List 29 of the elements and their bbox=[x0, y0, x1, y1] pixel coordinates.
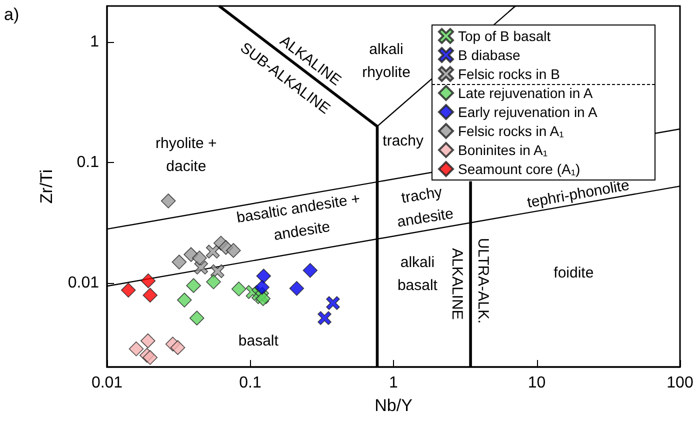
legend-label: Felsic rocks in B bbox=[458, 66, 560, 82]
annotation: ALKALINE bbox=[448, 248, 466, 320]
annotation: alkali rhyolite bbox=[362, 40, 410, 81]
text: a) bbox=[4, 5, 20, 24]
annotation: trachy andesite bbox=[396, 184, 455, 231]
y-tick-label: 0.1 bbox=[76, 154, 100, 172]
y-tick-label: 0.01 bbox=[68, 274, 100, 292]
legend-label: Seamount core (A₁) bbox=[458, 161, 580, 177]
legend-label: Felsic rocks in A₁ bbox=[458, 123, 564, 139]
annotation: alkali basalt bbox=[397, 254, 438, 294]
x-tick-label: 1 bbox=[389, 374, 398, 392]
annotation: foidite bbox=[554, 264, 594, 282]
legend-label: Early rejuvenation in A bbox=[458, 104, 598, 120]
x-tick-label: 0.01 bbox=[91, 374, 123, 392]
annotation: ULTRA-ALK. bbox=[474, 238, 492, 324]
legend-label: Late rejuvenation in A bbox=[458, 85, 594, 101]
x-tick-label: 100 bbox=[666, 374, 694, 392]
annotation: rhyolite + dacite bbox=[156, 134, 218, 175]
legend-label: Top of B basalt bbox=[458, 28, 551, 44]
x-axis-title: Nb/Y bbox=[374, 396, 412, 415]
annotation: trachy bbox=[382, 132, 424, 150]
annotation: basaltic andesite + andesite bbox=[235, 190, 362, 244]
y-tick-label: 1 bbox=[90, 34, 100, 51]
y-axis-title: Zr/Ti bbox=[37, 169, 56, 204]
legend-label: B diabase bbox=[458, 47, 520, 63]
legend-label: Boninites in A₁ bbox=[458, 142, 548, 158]
x-tick-label: 0.1 bbox=[239, 374, 262, 392]
x-tick-label: 10 bbox=[528, 374, 546, 392]
annotation: basalt bbox=[238, 332, 280, 350]
